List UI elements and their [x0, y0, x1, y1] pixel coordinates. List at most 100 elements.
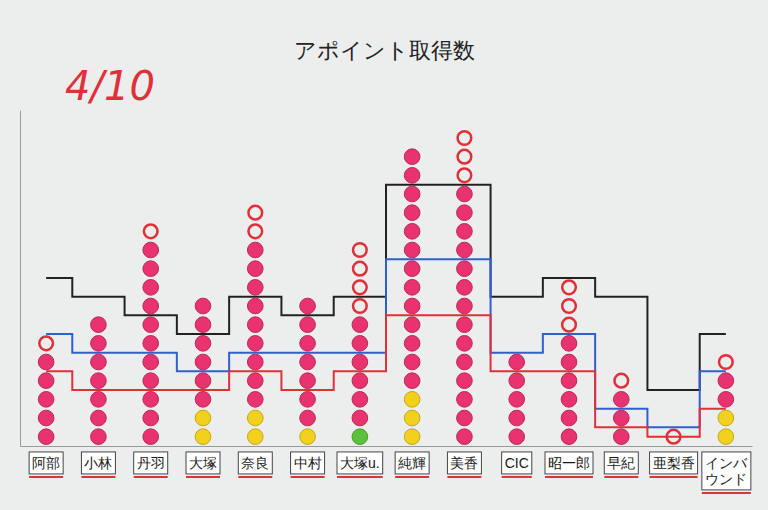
- magnet: [247, 410, 263, 426]
- x-tick: 阿部: [29, 446, 63, 477]
- magnet: [457, 205, 473, 221]
- magnet: [195, 354, 211, 370]
- marker-ring: [719, 355, 733, 369]
- stack-segment: [144, 225, 158, 239]
- x-axis: 阿部小林丹羽大塚奈良中村大塚u.純輝美香CIC昭一郎早紀亜梨香インバウンド: [21, 446, 753, 493]
- magnet: [143, 280, 159, 296]
- magnet: [404, 224, 420, 240]
- magnet: [247, 261, 263, 277]
- label-box: [502, 452, 532, 474]
- magnet: [613, 392, 629, 408]
- stack-segment: [143, 242, 159, 444]
- magnet: [561, 373, 577, 389]
- magnet: [143, 373, 159, 389]
- label-box: [545, 452, 593, 474]
- x-tick-label: 奈良: [241, 455, 269, 471]
- magnet: [91, 317, 107, 333]
- label-underline: [29, 476, 63, 478]
- magnet: [38, 392, 54, 408]
- magnet: [404, 280, 420, 296]
- magnet: [404, 429, 420, 445]
- stack-segment: [561, 336, 577, 445]
- magnet: [247, 354, 263, 370]
- x-tick: 純輝: [395, 446, 429, 477]
- magnet: [247, 317, 263, 333]
- magnet: [457, 410, 473, 426]
- label-box: [186, 452, 220, 474]
- magnet: [91, 336, 107, 352]
- label-underline: [395, 476, 429, 478]
- magnet: [404, 205, 420, 221]
- y-axis-line: [20, 111, 21, 447]
- magnet: [509, 373, 525, 389]
- magnet: [247, 298, 263, 314]
- magnet: [718, 392, 734, 408]
- magnet: [352, 317, 368, 333]
- magnet: [404, 261, 420, 277]
- magnet: [300, 336, 316, 352]
- stack-segment: [458, 131, 472, 182]
- magnet: [718, 410, 734, 426]
- magnet: [143, 242, 159, 258]
- magnet: [352, 392, 368, 408]
- magnet: [718, 373, 734, 389]
- stack-segment: [509, 354, 525, 444]
- label-box: [702, 452, 751, 490]
- label-box: [238, 452, 272, 474]
- magnet: [91, 392, 107, 408]
- x-tick: 奈良: [238, 446, 272, 477]
- stack-segment: [195, 298, 211, 407]
- label-underline: [545, 476, 593, 478]
- label-box: [447, 452, 481, 474]
- marker-ring: [458, 169, 472, 183]
- magnet: [300, 373, 316, 389]
- marker-ring: [248, 206, 262, 220]
- magnet: [143, 261, 159, 277]
- target-line: [46, 315, 726, 436]
- magnet: [247, 392, 263, 408]
- magnet: [561, 392, 577, 408]
- marker-ring: [562, 318, 576, 332]
- magnet: [352, 410, 368, 426]
- x-tick: インバウンド: [702, 446, 751, 493]
- label-box: [29, 452, 63, 474]
- magnet: [143, 429, 159, 445]
- label-underline: [186, 476, 220, 478]
- label-underline: [702, 492, 751, 494]
- magnet: [38, 354, 54, 370]
- x-tick-label: 美香: [450, 455, 478, 471]
- stack-segment: [404, 392, 420, 445]
- x-tick: 中村: [291, 446, 325, 477]
- magnet: [613, 410, 629, 426]
- magnet: [300, 317, 316, 333]
- label-underline: [650, 476, 698, 478]
- magnet: [195, 317, 211, 333]
- magnet: [91, 373, 107, 389]
- magnet: [91, 354, 107, 370]
- stack-segment: [300, 429, 316, 445]
- magnet: [404, 242, 420, 258]
- stack-segment: [247, 242, 263, 407]
- magnet: [247, 429, 263, 445]
- magnet: [457, 336, 473, 352]
- x-tick: CIC: [502, 446, 532, 477]
- magnet: [38, 410, 54, 426]
- magnet: [404, 354, 420, 370]
- magnet: [457, 280, 473, 296]
- x-tick: 早紀: [604, 446, 638, 477]
- marker-ring: [458, 131, 472, 145]
- magnet: [247, 373, 263, 389]
- magnet: [404, 336, 420, 352]
- magnet: [718, 429, 734, 445]
- stack-segment: [719, 355, 733, 369]
- magnet: [561, 336, 577, 352]
- label-box: [134, 452, 168, 474]
- x-tick-label: CIC: [505, 455, 529, 471]
- label-box: [650, 452, 698, 474]
- magnet: [143, 336, 159, 352]
- magnet: [300, 354, 316, 370]
- magnet: [195, 410, 211, 426]
- magnet: [91, 429, 107, 445]
- x-tick-label: 大塚u.: [340, 455, 380, 471]
- magnet: [352, 354, 368, 370]
